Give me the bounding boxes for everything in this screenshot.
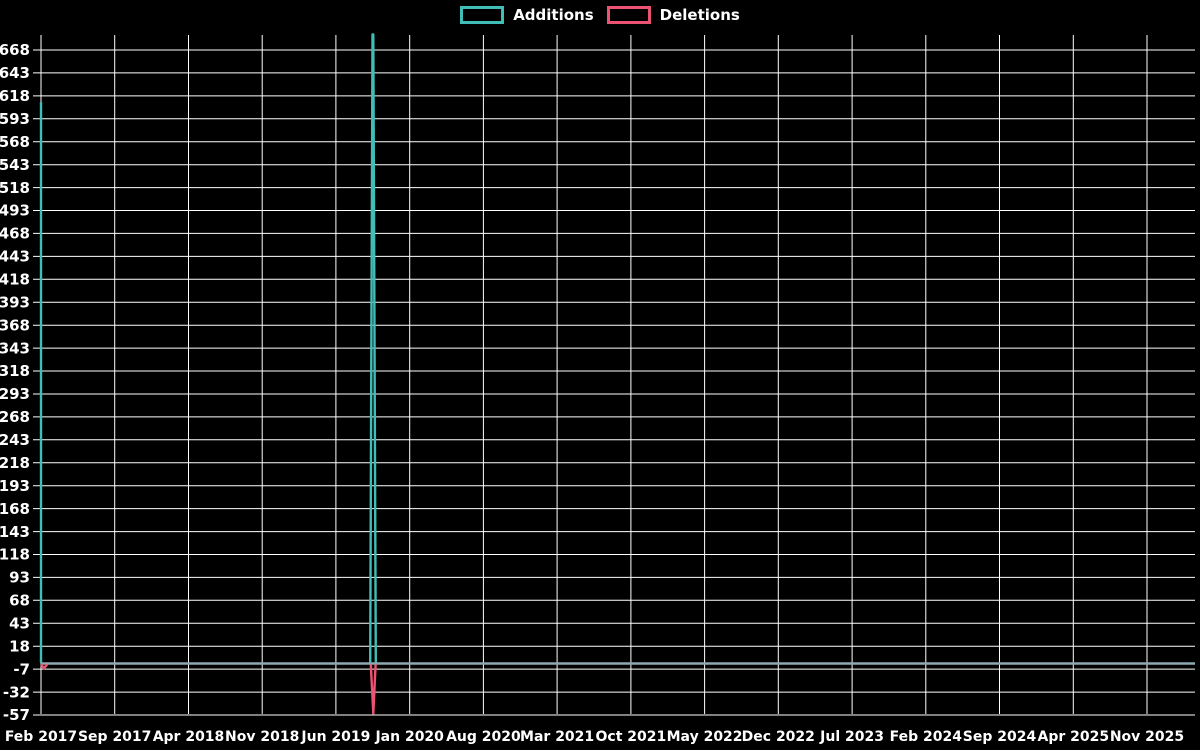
y-tick-label: 18 <box>9 637 30 655</box>
chart-legend: Additions Deletions <box>0 6 1200 24</box>
y-tick-label: 443 <box>0 248 30 266</box>
y-tick-label: 668 <box>0 41 30 59</box>
y-tick-label: 593 <box>0 110 30 128</box>
x-tick-label: Apr 2018 <box>153 729 225 745</box>
x-tick-label: Apr 2025 <box>1037 729 1109 745</box>
x-tick-label: Jan 2020 <box>374 729 444 745</box>
y-tick-label: 268 <box>0 408 30 426</box>
deletions-series-line <box>40 663 377 715</box>
y-tick-label: 68 <box>9 592 30 610</box>
y-tick-label: -32 <box>3 683 30 701</box>
x-tick-label: Feb 2024 <box>890 729 963 745</box>
x-axis-labels: Feb 2017 Sep 2017 Apr 2018 Nov 2018 Jun 2019… <box>5 729 1184 745</box>
y-tick-label: 168 <box>0 500 30 518</box>
deletions-swatch-icon <box>606 6 651 24</box>
x-tick-label: Aug 2020 <box>446 729 521 745</box>
y-tick-label: 468 <box>0 225 30 243</box>
x-tick-label: May 2022 <box>667 729 743 745</box>
x-tick-label: Nov 2025 <box>1110 729 1184 745</box>
y-tick-label: 318 <box>0 362 30 380</box>
x-tick-label: Sep 2017 <box>78 729 151 745</box>
legend-item-deletions[interactable]: Deletions <box>606 6 740 24</box>
y-tick-label: 93 <box>9 569 30 587</box>
y-tick-label: 368 <box>0 316 30 334</box>
y-tick-label: 343 <box>0 339 30 357</box>
y-tick-label: 568 <box>0 133 30 151</box>
y-tick-label: 543 <box>0 156 30 174</box>
y-tick-label: -57 <box>3 706 30 724</box>
y-tick-label: 393 <box>0 293 30 311</box>
legend-item-additions[interactable]: Additions <box>460 6 594 24</box>
y-tick-label: 43 <box>9 615 30 633</box>
y-tick-label: 618 <box>0 87 30 105</box>
y-tick-label: 518 <box>0 179 30 197</box>
y-tick-label: 218 <box>0 454 30 472</box>
additions-legend-label: Additions <box>513 6 594 24</box>
y-tick-label: -7 <box>13 660 30 678</box>
x-tick-label: Dec 2022 <box>742 729 815 745</box>
y-tick-label: 643 <box>0 64 30 82</box>
additions-series-line <box>39 33 377 663</box>
y-axis-labels: 668 643 618 593 568 543 518 493 468 443 418 393 368 3… <box>0 41 30 724</box>
x-tick-label: Mar 2021 <box>520 729 594 745</box>
x-tick-label: Feb 2017 <box>5 729 77 745</box>
x-tick-label: Oct 2021 <box>596 729 667 745</box>
x-tick-label: Sep 2024 <box>963 729 1037 745</box>
y-tick-label: 418 <box>0 271 30 289</box>
y-tick-label: 243 <box>0 431 30 449</box>
y-tick-label: 143 <box>0 523 30 541</box>
x-tick-label: Jun 2019 <box>300 729 370 745</box>
y-tick-label: 193 <box>0 477 30 495</box>
x-tick-label: Nov 2018 <box>225 729 299 745</box>
deletions-legend-label: Deletions <box>659 6 740 24</box>
x-tick-label: Jul 2023 <box>819 729 884 745</box>
y-tick-label: 493 <box>0 202 30 220</box>
additions-swatch-icon <box>460 6 505 24</box>
gridlines <box>33 35 1195 716</box>
y-tick-label: 118 <box>0 546 30 564</box>
y-tick-label: 293 <box>0 385 30 403</box>
